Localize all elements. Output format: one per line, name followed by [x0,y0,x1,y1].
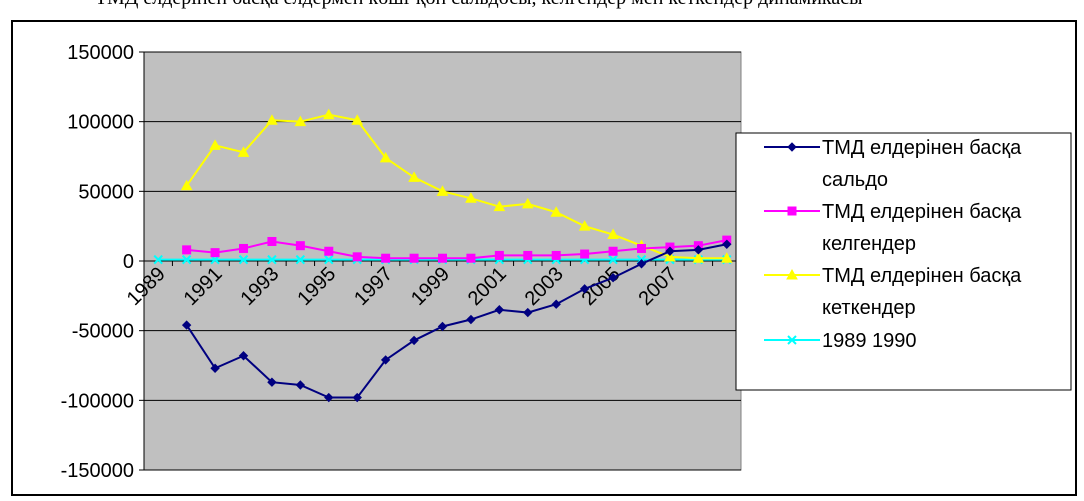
legend-label: келгендер [822,233,916,255]
series-point-1 [608,246,618,256]
series-point-2 [521,197,534,209]
y-tick-label: -100000 [61,390,134,412]
series-point-1 [295,241,305,251]
series-point-0 [437,321,448,332]
series-point-2 [266,114,278,125]
series-point-2 [209,139,221,150]
series-point-0 [380,355,391,365]
series-point-1 [210,248,220,258]
series-point-2 [692,252,705,263]
series-point-0 [267,377,277,387]
series-point-2 [237,146,250,157]
series-point-3 [295,254,306,265]
series-point-1 [494,250,504,260]
series-point-0 [636,259,647,269]
series-point-0 [523,307,533,318]
legend-label: кеткендер [822,297,916,319]
series-point-3 [181,254,192,265]
series-point-0 [608,273,618,283]
legend-swatch-marker [787,206,797,216]
series-point-1 [551,250,561,260]
series-point-2 [664,250,676,262]
series-point-0 [722,239,732,249]
series-point-2 [351,114,364,125]
series-point-2 [322,108,335,120]
series-point-1 [438,253,447,263]
legend-label: ТМД елдерінен басқа [822,265,1022,287]
series-point-3 [153,254,163,265]
series-point-0 [352,392,362,403]
series-point-0 [551,299,561,309]
series-point-2 [607,228,619,240]
series-line-2 [185,113,727,260]
legend-label: ТМД елдерінен басқа [822,201,1022,223]
legend-box [735,132,1072,391]
series-point-1 [580,249,590,259]
series-point-0 [295,380,306,390]
series-point-0 [466,314,476,325]
legend-label: сальдо [822,169,888,191]
header-text: ТМД елдерінен басқа елдермен көші-қон са… [0,0,1084,13]
series-point-3 [608,254,618,265]
series-point-1 [409,253,419,263]
series-point-1 [352,252,362,262]
series-point-2 [465,192,477,203]
series-point-1 [523,250,533,260]
series-point-0 [494,305,505,315]
series-point-1 [182,245,192,255]
legend-swatch-marker [787,142,797,152]
series-point-0 [665,246,675,256]
legend-swatch-marker [786,268,798,280]
series-point-0 [181,320,192,330]
series-point-2 [578,220,591,231]
series-point-1 [637,243,646,253]
legend-label: 1989 1990 [822,330,917,352]
series-point-2 [294,115,307,127]
legend-swatch-marker [787,335,797,345]
series-point-2 [720,252,733,263]
series-point-3 [324,254,334,265]
y-tick-label: 0 [123,251,134,273]
series-line-0 [185,243,727,399]
series-point-0 [324,392,334,403]
y-tick-label: -50000 [72,321,134,343]
series-point-1 [381,253,391,263]
series-point-0 [579,284,590,294]
series-point-2 [408,171,420,182]
series-point-2 [436,185,449,196]
y-tick-label: 150000 [67,42,134,64]
y-tick-label: 50000 [78,181,134,203]
series-point-3 [238,254,249,265]
series-point-0 [238,351,249,361]
series-point-1 [466,253,476,263]
series-point-0 [693,245,704,255]
legend-label: ТМД елдерінен басқа [822,137,1022,159]
series-line-1 [186,239,727,260]
series-point-2 [379,151,392,163]
y-tick-label: 100000 [67,112,134,134]
series-point-1 [239,243,248,253]
series-point-2 [493,200,506,212]
series-point-2 [180,179,193,191]
series-point-3 [267,254,277,265]
y-tick-label: -150000 [61,460,134,482]
series-point-0 [210,363,220,373]
series-point-1 [267,236,277,246]
series-point-1 [324,246,334,256]
series-point-2 [550,206,563,217]
series-point-0 [409,335,419,346]
